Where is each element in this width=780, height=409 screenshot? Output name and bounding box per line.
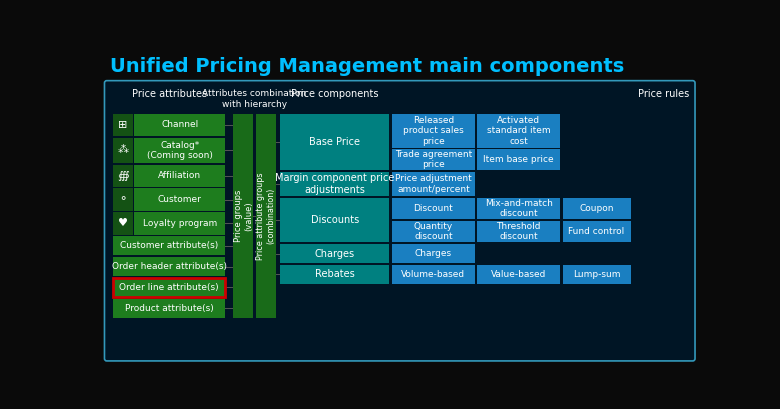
Text: Volume-based: Volume-based bbox=[402, 270, 466, 279]
Bar bbox=[392, 221, 475, 243]
Bar bbox=[280, 265, 389, 284]
Bar bbox=[233, 114, 254, 318]
Bar bbox=[134, 138, 225, 163]
Bar bbox=[113, 299, 225, 318]
Bar bbox=[477, 265, 560, 284]
Bar bbox=[113, 164, 133, 187]
Bar bbox=[392, 171, 475, 196]
Text: Quantity
discount: Quantity discount bbox=[414, 222, 453, 241]
Text: Price components: Price components bbox=[291, 89, 378, 99]
Bar bbox=[562, 198, 631, 219]
Text: Price rules: Price rules bbox=[638, 89, 690, 99]
Bar bbox=[392, 198, 475, 219]
Text: Trade agreement
price: Trade agreement price bbox=[395, 150, 472, 169]
Text: Rebates: Rebates bbox=[315, 269, 355, 279]
Bar bbox=[477, 149, 560, 170]
Text: Channel: Channel bbox=[161, 120, 198, 129]
Text: Base Price: Base Price bbox=[309, 137, 360, 147]
Text: Affiliation: Affiliation bbox=[158, 171, 201, 180]
Text: Margin component price
adjustments: Margin component price adjustments bbox=[275, 173, 395, 195]
Bar bbox=[477, 198, 560, 219]
Text: Customer: Customer bbox=[158, 195, 201, 204]
Text: Unified Pricing Management main components: Unified Pricing Management main componen… bbox=[110, 56, 624, 76]
Text: Customer attribute(s): Customer attribute(s) bbox=[120, 241, 218, 250]
Text: Price adjustment
amount/percent: Price adjustment amount/percent bbox=[395, 174, 472, 193]
Text: ∰: ∰ bbox=[117, 171, 129, 181]
Bar bbox=[280, 114, 389, 170]
Bar bbox=[562, 265, 631, 284]
Text: Mix-and-match
discount: Mix-and-match discount bbox=[485, 199, 553, 218]
Text: Order line attribute(s): Order line attribute(s) bbox=[119, 283, 219, 292]
Text: ♥: ♥ bbox=[118, 218, 128, 229]
Bar bbox=[477, 114, 560, 148]
Text: Price groups
(value): Price groups (value) bbox=[233, 190, 253, 242]
Bar bbox=[392, 265, 475, 284]
Text: Order header attribute(s): Order header attribute(s) bbox=[112, 262, 227, 271]
Bar bbox=[134, 189, 225, 211]
Bar bbox=[134, 212, 225, 235]
Text: Coupon: Coupon bbox=[580, 204, 614, 213]
Bar bbox=[392, 149, 475, 170]
Bar bbox=[280, 244, 389, 263]
Bar bbox=[113, 236, 225, 256]
Text: Catalog*
(Coming soon): Catalog* (Coming soon) bbox=[147, 141, 213, 160]
FancyBboxPatch shape bbox=[105, 81, 695, 361]
Text: Price attribute groups
(combination): Price attribute groups (combination) bbox=[256, 172, 275, 260]
Text: Fund control: Fund control bbox=[569, 227, 625, 236]
Bar bbox=[113, 278, 225, 297]
Bar bbox=[392, 244, 475, 263]
Bar bbox=[256, 114, 276, 318]
Bar bbox=[134, 164, 225, 187]
Bar bbox=[113, 257, 225, 276]
Text: Charges: Charges bbox=[314, 249, 355, 258]
Text: Lump-sum: Lump-sum bbox=[573, 270, 620, 279]
Text: Attributes combination
with hierarchy: Attributes combination with hierarchy bbox=[202, 89, 307, 108]
Text: Loyalty program: Loyalty program bbox=[143, 219, 217, 228]
Text: Discounts: Discounts bbox=[310, 215, 359, 225]
Text: Discount: Discount bbox=[413, 204, 453, 213]
Bar bbox=[113, 114, 133, 136]
Bar bbox=[392, 114, 475, 148]
Bar bbox=[134, 114, 225, 136]
Bar bbox=[477, 221, 560, 243]
Text: Threshold
discount: Threshold discount bbox=[496, 222, 541, 241]
Text: ⁂: ⁂ bbox=[118, 145, 129, 155]
Text: Price attributes: Price attributes bbox=[132, 89, 207, 99]
Text: Item base price: Item base price bbox=[484, 155, 554, 164]
Text: Released
product sales
price: Released product sales price bbox=[403, 116, 464, 146]
Text: ⚬: ⚬ bbox=[119, 195, 128, 204]
Bar bbox=[562, 221, 631, 243]
Text: Product attribute(s): Product attribute(s) bbox=[125, 304, 214, 313]
Bar bbox=[280, 198, 389, 243]
Text: Charges: Charges bbox=[415, 249, 452, 258]
Text: Value-based: Value-based bbox=[491, 270, 547, 279]
Text: ⊞: ⊞ bbox=[119, 120, 128, 130]
Text: Activated
standard item
cost: Activated standard item cost bbox=[487, 116, 551, 146]
Bar bbox=[280, 171, 389, 196]
Bar bbox=[113, 189, 133, 211]
Bar bbox=[113, 212, 133, 235]
Bar bbox=[113, 138, 133, 163]
